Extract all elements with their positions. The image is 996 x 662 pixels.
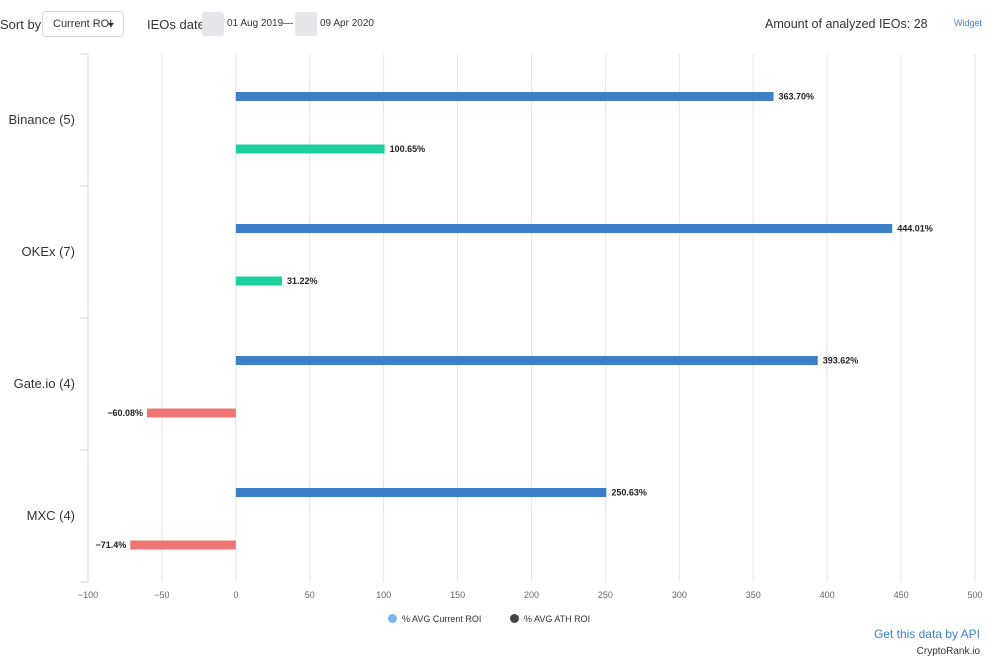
x-tick-label: 150: [450, 590, 465, 600]
x-tick-label: −100: [78, 590, 98, 600]
x-tick-label: 500: [967, 590, 982, 600]
date-to[interactable]: 09 Apr 2020: [320, 18, 374, 29]
data-label: 393.62%: [823, 356, 859, 366]
sort-select[interactable]: Current ROI: [42, 11, 124, 37]
x-tick-label: 350: [746, 590, 761, 600]
x-tick-label: 250: [598, 590, 613, 600]
category-label: Gate.io (4): [14, 376, 75, 391]
current-roi-bar: [235, 488, 607, 497]
chevron-down-icon: [108, 23, 114, 27]
legend-label-current-roi: % AVG Current ROI: [402, 614, 482, 624]
x-tick-label: 100: [376, 590, 391, 600]
x-tick-label: 400: [820, 590, 835, 600]
x-tick-label: 50: [305, 590, 315, 600]
widget-link[interactable]: Widget: [954, 18, 983, 28]
analyzed-ieos-count: Amount of analyzed IEOs: 28: [765, 17, 928, 31]
current-roi-bar: [235, 92, 774, 101]
ath-roi-bar: [130, 540, 236, 550]
x-tick-label: 200: [524, 590, 539, 600]
data-label: 31.22%: [287, 276, 318, 286]
data-label: 100.65%: [390, 144, 426, 154]
ieos-date-label: IEOs date: [147, 17, 205, 32]
category-label: MXC (4): [27, 508, 75, 523]
data-label: −71.4%: [95, 540, 126, 550]
data-label: 363.70%: [779, 92, 815, 102]
legend-label-ath-roi: % AVG ATH ROI: [524, 614, 591, 624]
category-label: Binance (5): [9, 112, 75, 127]
data-label: 250.63%: [611, 488, 647, 498]
x-tick-label: −50: [154, 590, 169, 600]
current-roi-bar: [235, 356, 818, 365]
x-tick-label: 0: [233, 590, 238, 600]
date-from[interactable]: 01 Aug 2019: [227, 18, 284, 29]
toolbar: Sort by Current ROI IEOs date 01 Aug 201…: [0, 0, 996, 48]
legend-item-current-roi[interactable]: % AVG Current ROI: [388, 614, 481, 624]
current-roi-bar: [235, 224, 893, 233]
credit-text: CryptoRank.io: [916, 646, 980, 657]
ath-roi-bar: [235, 144, 385, 154]
roi-bar-chart: Binance (5) OKEx (7) Gate.io (4) MXC (4) 363…: [9, 53, 983, 600]
api-link[interactable]: Get this data by API: [873, 627, 980, 641]
legend-item-ath-roi[interactable]: % AVG ATH ROI: [510, 614, 590, 624]
data-label: 444.01%: [897, 224, 933, 234]
calendar-from-icon[interactable]: [202, 12, 224, 36]
x-tick-label: 450: [894, 590, 909, 600]
category-label: OKEx (7): [22, 244, 75, 259]
data-label: −60.08%: [107, 408, 143, 418]
legend-dot-ath-roi: [510, 614, 519, 623]
legend-dot-current-roi: [388, 614, 397, 623]
ath-roi-bar: [235, 276, 282, 286]
ath-roi-bar: [147, 408, 236, 418]
x-tick-label: 300: [672, 590, 687, 600]
sort-by-label: Sort by: [0, 17, 42, 32]
calendar-to-icon[interactable]: [295, 12, 317, 36]
sort-select-value: Current ROI: [53, 18, 113, 30]
date-separator: —: [283, 18, 293, 29]
